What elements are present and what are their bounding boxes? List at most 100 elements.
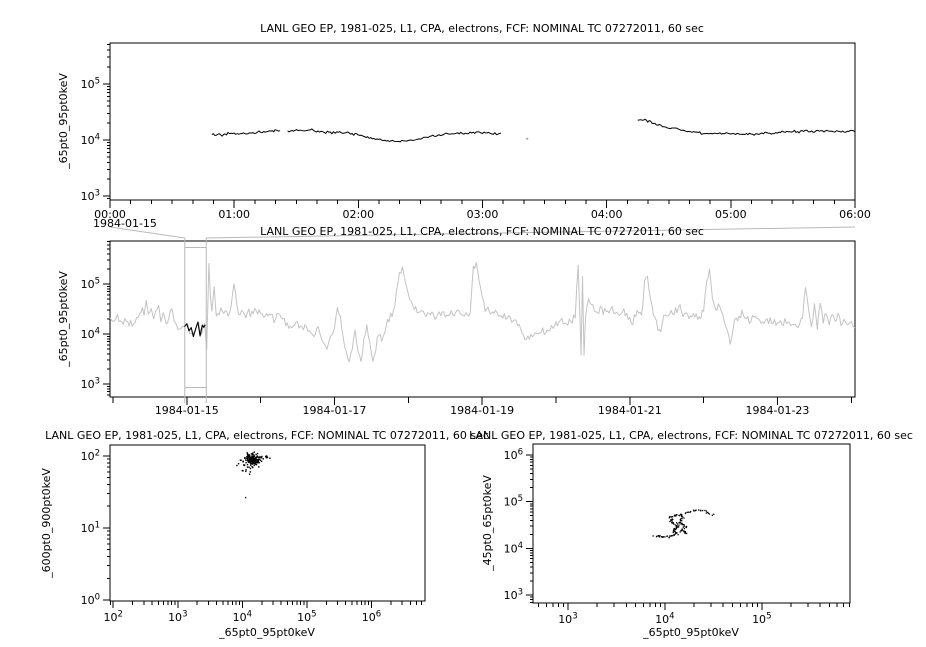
scatter-point — [683, 525, 685, 527]
scatter-point — [669, 515, 671, 518]
zoom-connector-left — [109, 226, 185, 239]
plot-border — [109, 444, 426, 602]
panel-3: 100 101 102 102 103 104 105 106 — [81, 444, 426, 625]
scatter-point — [269, 457, 271, 459]
scatter-point — [245, 469, 247, 471]
scatter-point — [674, 527, 676, 530]
log-tick-label: 104 — [81, 327, 100, 342]
scatter-point — [672, 530, 674, 532]
panel4-x-axis-label: _65pt0_95pt0keV — [643, 626, 739, 639]
scatter-point — [242, 470, 244, 472]
scatter-point — [677, 534, 679, 536]
scatter-point — [260, 460, 263, 463]
scatter-point — [255, 456, 257, 459]
scatter-point — [265, 455, 268, 457]
scatter-point — [683, 530, 685, 532]
scatter-point — [671, 521, 673, 523]
scatter-point — [678, 524, 680, 526]
log-tick-label: 105 — [81, 277, 100, 292]
scatter-point — [247, 458, 249, 461]
scatter-point — [675, 515, 677, 517]
panel4-y-axis-label: _45pt0_65pt0keV — [481, 475, 494, 571]
panel3-y-axis-label: _600pt0_900pt0keV — [40, 468, 53, 578]
scatter-point — [674, 524, 677, 526]
panel-1-plot-area[interactable] — [110, 43, 855, 200]
stray-data-point — [526, 137, 529, 141]
scatter-point — [257, 457, 260, 459]
scatter-point — [702, 509, 704, 512]
scatter-point — [674, 531, 676, 533]
scatter-point — [248, 466, 250, 468]
scatter-point — [253, 459, 255, 462]
panel3-title: LANL GEO EP, 1981-025, L1, CPA, electron… — [45, 429, 489, 442]
scatter-point — [251, 453, 253, 455]
scatter-point — [255, 459, 258, 461]
scatter-point — [685, 526, 687, 528]
scatter-point — [246, 455, 248, 458]
scatter-point — [670, 535, 672, 537]
scatter-point — [247, 456, 249, 458]
scatter-point — [668, 517, 670, 519]
scatter-point — [673, 514, 676, 516]
scatter-point — [257, 460, 259, 462]
scatter-point — [251, 461, 253, 463]
panel-2-plot-area[interactable] — [110, 241, 855, 397]
log-tick-label: 102 — [104, 610, 123, 625]
scatter-point — [257, 459, 259, 461]
scatter-point — [251, 463, 254, 465]
scatter-point — [248, 460, 250, 462]
scatter-point — [253, 464, 255, 467]
scatter-point — [662, 536, 664, 538]
log-tick-label: 102 — [81, 448, 100, 463]
scatter-point — [652, 535, 654, 537]
scatter-point — [671, 522, 673, 524]
scatter-point — [679, 531, 681, 533]
time-tick-label: 02:00 — [342, 208, 374, 221]
scatter-point — [246, 459, 248, 462]
scatter-point — [681, 517, 683, 520]
scatter-point — [250, 459, 252, 461]
scatter-point — [254, 462, 257, 464]
scatter-point — [704, 509, 706, 512]
scatter-point — [681, 523, 683, 526]
scatter-point — [251, 456, 253, 458]
scatter-point — [681, 522, 683, 524]
scatter-point — [686, 532, 688, 535]
scatter-point — [247, 461, 250, 463]
panel-4-plot-area[interactable] — [533, 444, 850, 603]
scatter-point — [684, 532, 686, 535]
scatter-point — [659, 534, 661, 537]
scatter-point — [670, 516, 672, 518]
scatter-point — [707, 512, 710, 514]
log-tick-label: 105 — [81, 76, 100, 91]
panel-1: 103 104 105 00:00 01:00 02:00 03:00 04:00 05:00 0… — [81, 42, 871, 221]
scatter-point — [249, 457, 251, 460]
log-tick-label: 103 — [504, 588, 523, 603]
date-tick-label: 1984-01-23 — [746, 404, 810, 417]
context-zoom-box[interactable] — [184, 238, 207, 403]
scatter-point — [673, 523, 675, 525]
scatter-point — [678, 522, 680, 524]
scatter-point — [664, 536, 666, 538]
scatter-point — [683, 527, 685, 530]
data-line — [637, 118, 856, 136]
time-tick-label: 05:00 — [715, 208, 747, 221]
scatter-point — [707, 511, 709, 514]
scatter-point — [246, 463, 249, 466]
scatter-point — [698, 509, 700, 511]
scatter-point — [672, 516, 674, 518]
scatter-point — [686, 511, 688, 513]
scatter-point — [239, 459, 242, 461]
panel-3-plot-area[interactable] — [110, 445, 425, 601]
scatter-point — [236, 464, 238, 467]
scatter-point — [671, 534, 673, 537]
log-tick-label: 104 — [504, 541, 523, 556]
scatter-point — [258, 466, 260, 468]
scatter-point — [255, 453, 257, 456]
scatter-point — [255, 463, 257, 465]
scatter-point — [693, 509, 695, 511]
scatter-point — [259, 459, 262, 462]
scatter-point — [673, 529, 675, 531]
scatter-point — [668, 536, 670, 539]
scatter-point — [237, 463, 240, 465]
